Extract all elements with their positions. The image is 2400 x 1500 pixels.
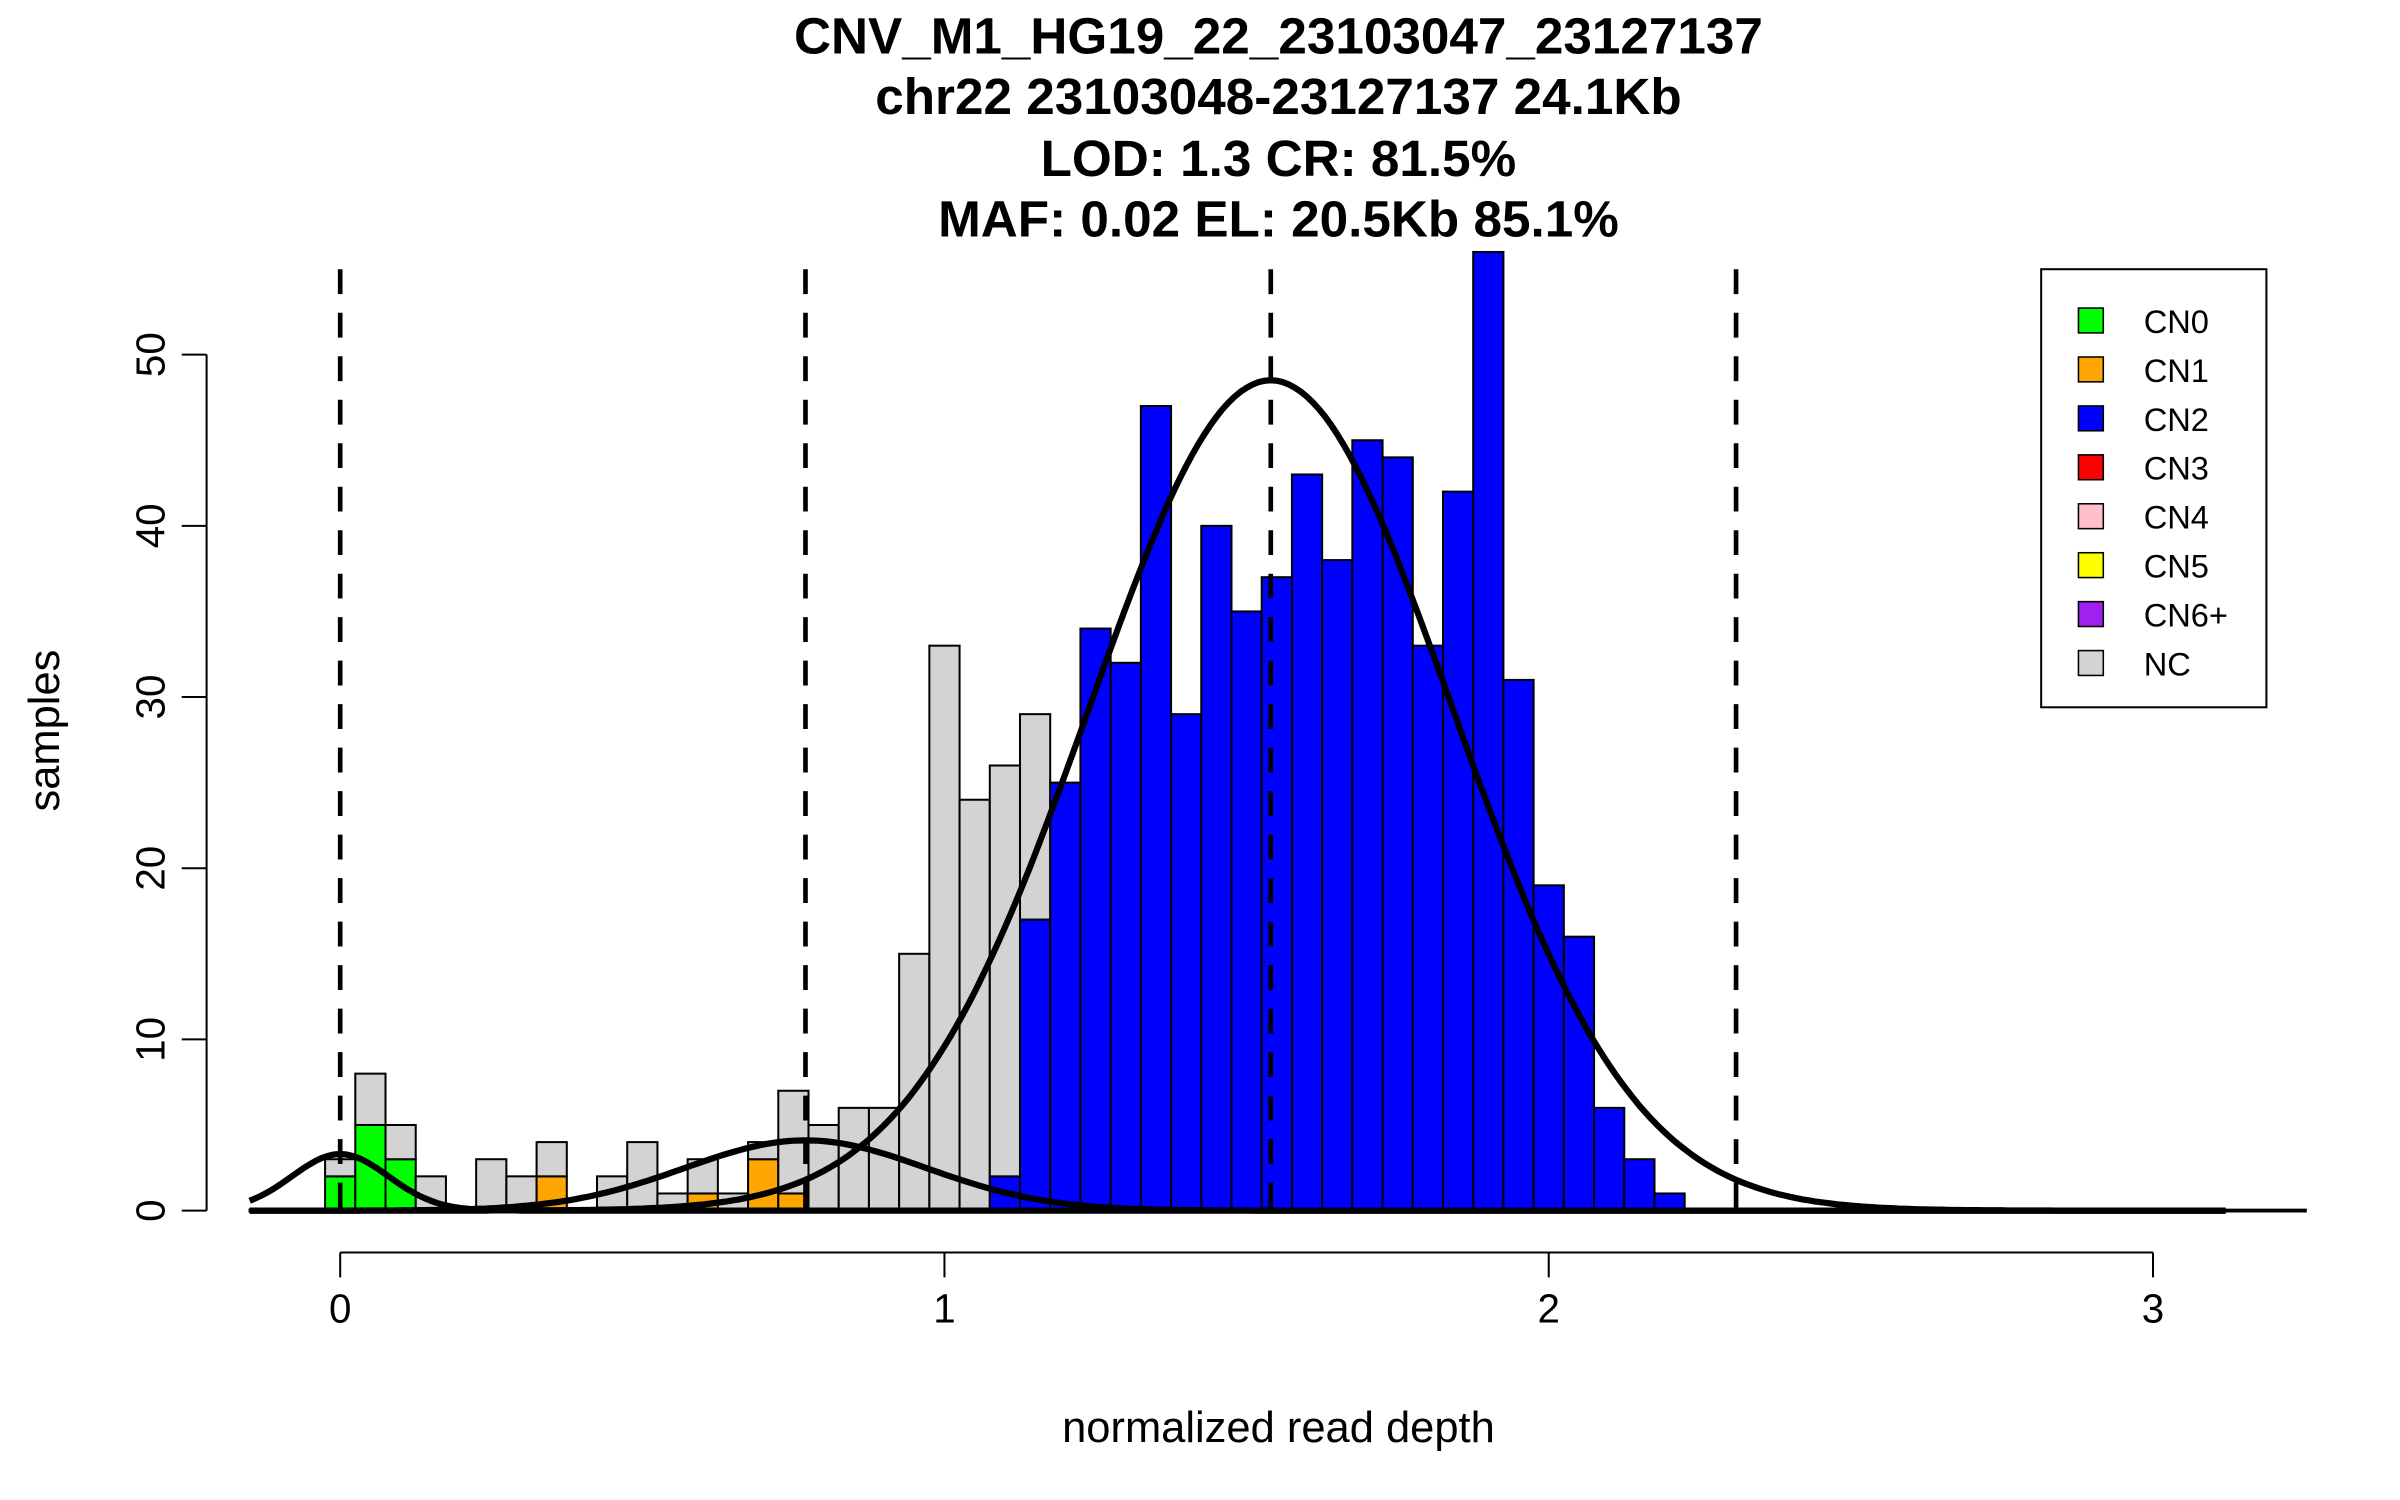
bar-cn2 (1502, 678, 1535, 1212)
legend-label: CN4 (2144, 499, 2209, 536)
x-axis-label: normalized read depth (1062, 1404, 1495, 1452)
bar-cn2 (1623, 1158, 1656, 1212)
bar-cn2 (1381, 456, 1414, 1212)
bar-cn2 (1593, 1106, 1626, 1212)
legend-swatch (2077, 454, 2105, 481)
title-line-3: LOD: 1.3 CR: 81.5% (1041, 130, 1517, 187)
bar-cn2 (1018, 918, 1052, 1212)
legend-swatch (2077, 503, 2105, 530)
legend-label: CN5 (2144, 548, 2209, 585)
bar-nc (928, 644, 961, 1212)
bar-nc (354, 1072, 387, 1127)
legend-swatch (2077, 600, 2105, 628)
legend-label: CN2 (2144, 401, 2209, 438)
legend-swatch (2077, 551, 2105, 579)
bar-nc (475, 1158, 508, 1212)
bar-nc (988, 764, 1022, 1178)
bar-cn2 (1411, 644, 1444, 1212)
legend-label: CN6+ (2144, 597, 2228, 634)
bar-cn2 (1441, 490, 1475, 1212)
legend-swatch (2077, 307, 2105, 334)
y-tick-label: 50 (128, 332, 174, 377)
bar-cn2 (1351, 439, 1384, 1212)
bars (324, 250, 1686, 1212)
y-tick-label: 40 (128, 503, 174, 548)
chart-title: CNV_M1_HG19_22_23103047_23127137 chr22 2… (794, 7, 1763, 247)
x-tick-label: 3 (2142, 1285, 2164, 1331)
legend-box (2040, 268, 2268, 709)
bar-cn2 (1200, 524, 1233, 1212)
title-line-4: MAF: 0.02 EL: 20.5Kb 85.1% (938, 191, 1619, 248)
y-tick-label: 30 (128, 675, 174, 720)
bar-cn2 (1472, 250, 1505, 1212)
dashed-lines (337, 269, 1739, 1211)
legend-label: NC (2144, 645, 2191, 682)
x-tick-label: 0 (329, 1285, 351, 1331)
y-tick-label: 10 (128, 1017, 174, 1062)
bar-nc (898, 952, 931, 1212)
y-tick-label: 0 (128, 1199, 174, 1221)
title-line-1: CNV_M1_HG19_22_23103047_23127137 (794, 7, 1763, 64)
y-tick-label: 20 (128, 846, 174, 891)
legend-swatch (2077, 356, 2105, 383)
bar-cn2 (1109, 661, 1142, 1212)
bar-cn2 (1170, 713, 1203, 1212)
x-tick-label: 2 (1538, 1285, 1560, 1331)
legend-swatch (2077, 405, 2105, 432)
bar-nc (958, 798, 991, 1212)
bar-cn2 (1230, 610, 1263, 1212)
title-line-2: chr22 23103048-23127137 24.1Kb (875, 68, 1681, 125)
bar-nc (535, 1141, 568, 1178)
bar-cn2 (1562, 935, 1596, 1212)
legend: CN0 CN1 CN2 CN3 CN4 CN5 CN6+ NC (2040, 268, 2268, 709)
bar-nc (384, 1123, 417, 1161)
y-axis-label: samples (21, 650, 69, 812)
axes: 0 10 20 30 40 50 0 1 2 3 (128, 332, 2307, 1331)
legend-label: CN1 (2144, 352, 2209, 389)
legend-swatch (2077, 649, 2105, 677)
legend-label: CN3 (2144, 450, 2209, 487)
bar-cn2 (1139, 405, 1173, 1212)
bar-cn2 (1321, 559, 1354, 1212)
x-tick-label: 1 (933, 1285, 955, 1331)
legend-label: CN0 (2144, 303, 2209, 340)
bar-cn2 (1260, 576, 1293, 1212)
bar-cn1 (747, 1158, 780, 1212)
bar-cn2 (1049, 781, 1082, 1212)
bar-cn2 (1290, 473, 1324, 1212)
